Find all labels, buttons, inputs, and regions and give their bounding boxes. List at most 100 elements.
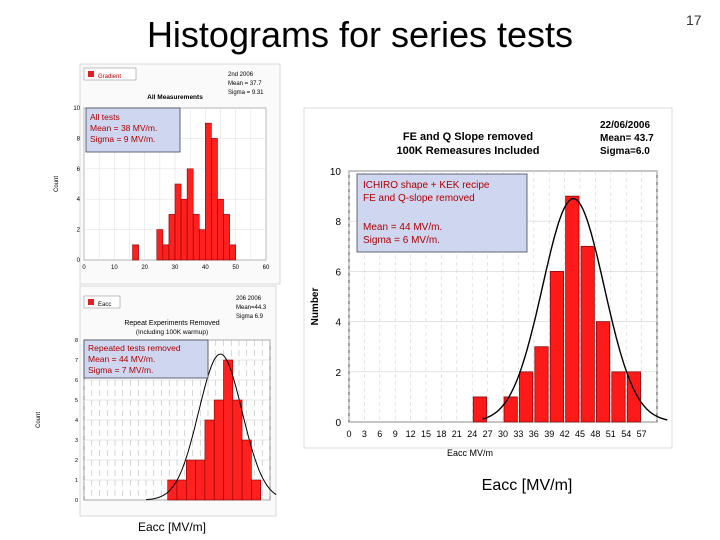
bar — [132, 244, 139, 261]
x-tick-label: 20 — [141, 265, 148, 271]
y-tick-label: 8 — [77, 136, 81, 142]
bar — [472, 396, 487, 423]
stats-sigma: Sigma = 9.31 — [228, 90, 264, 96]
y-tick-label: 8 — [75, 338, 78, 344]
x-tick-label: 54 — [621, 429, 631, 439]
x-tick-label: 6 — [377, 429, 382, 439]
y-tick-label: 0 — [335, 418, 341, 429]
y-tick-label: 6 — [335, 267, 341, 278]
bar — [205, 122, 212, 261]
y-axis-label: Count — [54, 176, 60, 192]
bar — [223, 214, 230, 261]
x-tick-label: 30 — [498, 429, 508, 439]
y-tick-label: 10 — [73, 106, 80, 112]
bar — [186, 459, 196, 501]
annotation-line-4: Mean = 44 MV/m. — [363, 222, 442, 233]
y-tick-label: 4 — [77, 197, 81, 203]
bar — [241, 439, 252, 501]
x-tick-label: 51 — [606, 429, 616, 439]
bar — [204, 419, 215, 501]
annotation-line-2: Mean = 44 MV/m. — [88, 354, 155, 364]
y-tick-label: 0 — [75, 498, 78, 504]
x-tick-label: 0 — [346, 429, 351, 439]
bar — [549, 271, 564, 423]
annotation-line-2: FE and Q-slope removed — [363, 193, 475, 204]
x-tick-label: 10 — [111, 265, 118, 271]
y-tick-label: 6 — [77, 167, 81, 173]
x-tick-label: 48 — [590, 429, 600, 439]
bar — [503, 396, 518, 423]
bar — [229, 244, 236, 261]
legend-label: Gradient — [98, 74, 121, 80]
bar — [176, 479, 187, 501]
stats-mean: Mean=44.3 — [236, 305, 267, 311]
bar — [168, 214, 176, 261]
x-tick-label: 0 — [82, 265, 86, 271]
y-axis-label: Number — [310, 288, 321, 326]
slide-title: Histograms for series tests — [146, 14, 574, 55]
gaussian-fit-curve — [482, 197, 668, 421]
annotation-line-1: All tests — [90, 112, 120, 122]
bar — [626, 371, 641, 423]
annotation-box — [83, 339, 209, 379]
x-tick-label: 33 — [513, 429, 523, 439]
x-tick-label: 45 — [575, 429, 585, 439]
stats-title-line-2: 100K Remeasures Included — [396, 145, 539, 157]
x-tick-label: 30 — [172, 265, 179, 271]
annotation-line-1: ICHIRO shape + KEK recipe — [363, 180, 490, 191]
x-axis-label: Eacc [MV/m] — [138, 520, 206, 534]
x-tick-label: 42 — [560, 429, 570, 439]
y-tick-label: 3 — [75, 438, 78, 444]
bar — [611, 371, 626, 423]
chart-header: All Measurements — [147, 94, 203, 101]
annotation-line-3: Sigma = 9 MV/m. — [90, 134, 155, 144]
legend-label: Eacc — [98, 302, 111, 308]
x-tick-label: 57 — [637, 429, 647, 439]
bar — [217, 198, 224, 261]
stats-mean: Mean = 37.7 — [228, 81, 262, 87]
bar — [211, 138, 218, 261]
y-tick-label: 2 — [335, 368, 341, 379]
annotation-line-3: Sigma = 7 MV/m. — [88, 365, 153, 375]
x-tick-label: 12 — [406, 429, 416, 439]
bar — [223, 359, 234, 501]
y-tick-label: 7 — [75, 358, 78, 364]
bar — [198, 229, 206, 261]
bar — [186, 168, 194, 261]
bar — [195, 459, 206, 501]
bar — [596, 321, 611, 423]
y-tick-label: 5 — [75, 398, 78, 404]
x-tick-label: 36 — [529, 429, 539, 439]
x-axis-label: Eacc [MV/m] — [482, 477, 573, 494]
y-tick-label: 6 — [75, 378, 78, 384]
y-tick-label: 8 — [335, 217, 341, 228]
x-tick-label: 50 — [232, 265, 239, 271]
bar — [519, 371, 534, 423]
y-axis-label: Count — [36, 412, 42, 428]
bar — [232, 399, 243, 501]
x-tick-label: 60 — [263, 265, 270, 271]
stats-date: 206 2006 — [236, 296, 262, 302]
x-tick-label: 15 — [421, 429, 431, 439]
bar — [534, 346, 549, 423]
x-tick-label: 21 — [452, 429, 462, 439]
stats-date: 2nd 2006 — [228, 72, 254, 78]
y-tick-label: 2 — [77, 228, 81, 234]
bar — [162, 244, 170, 261]
gaussian-fit-curve — [145, 353, 277, 501]
bar — [565, 195, 580, 423]
chart-header-line-1: Repeat Experiments Removed — [124, 320, 219, 327]
x-tick-label: 24 — [467, 429, 477, 439]
stats-sigma: Sigma 6.9 — [236, 314, 264, 320]
legend-swatch — [88, 299, 94, 305]
legend-swatch — [88, 71, 94, 77]
annotation-line-5: Sigma = 6 MV/m. — [363, 235, 440, 246]
bar — [251, 479, 261, 501]
bar — [192, 214, 200, 261]
annotation-box — [356, 173, 528, 253]
y-tick-label: 4 — [75, 418, 78, 424]
chart-header-line-2: (Including 100K warmup) — [136, 329, 208, 336]
y-tick-label: 10 — [330, 167, 342, 178]
bar — [180, 198, 188, 261]
y-tick-label: 2 — [75, 458, 78, 464]
